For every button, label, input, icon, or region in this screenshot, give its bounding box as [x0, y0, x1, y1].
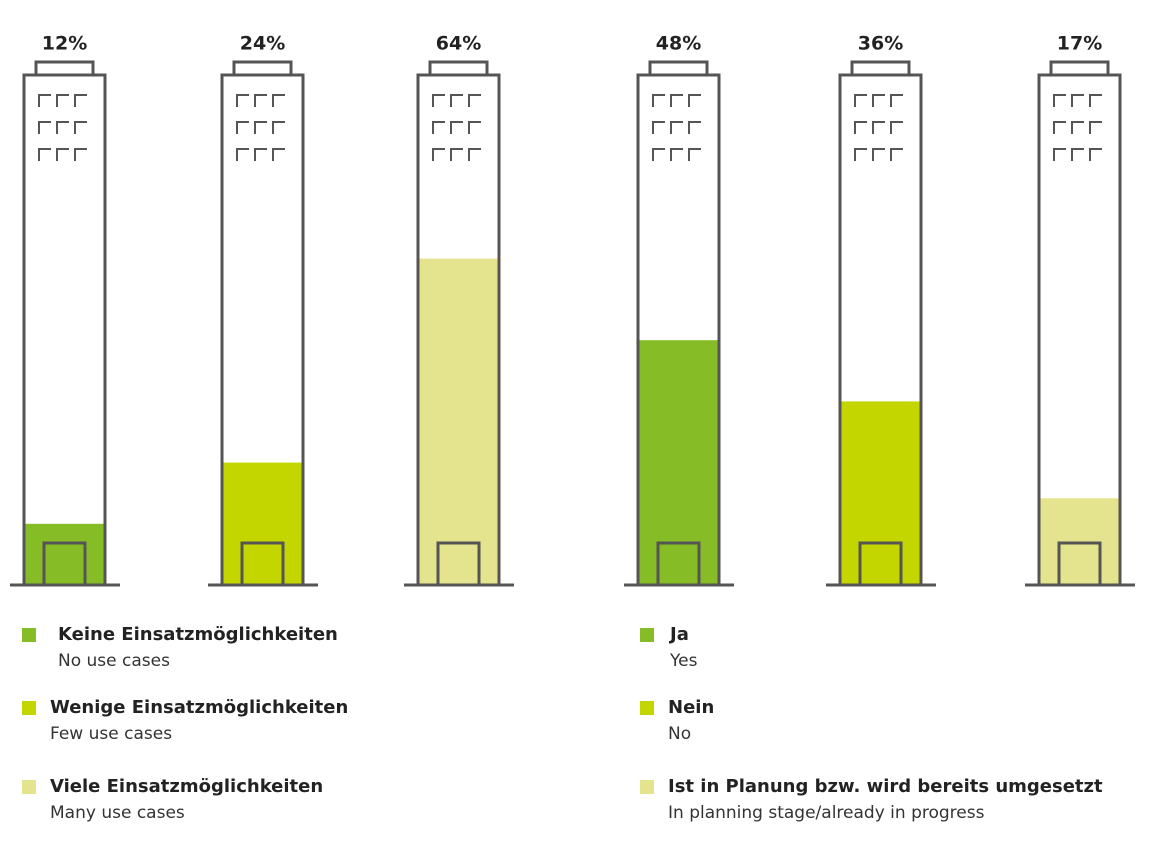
window [652, 148, 665, 161]
window [450, 148, 463, 161]
window [432, 148, 445, 161]
window [272, 94, 285, 107]
window [872, 121, 885, 134]
window [890, 121, 903, 134]
window [1071, 148, 1084, 161]
legend-subtitle: Many use cases [50, 803, 185, 823]
window [236, 121, 249, 134]
window [652, 121, 665, 134]
value-label: 48% [656, 33, 701, 55]
window [38, 148, 51, 161]
window [254, 121, 267, 134]
window [670, 94, 683, 107]
value-label: 36% [858, 33, 903, 55]
window [854, 121, 867, 134]
window [872, 94, 885, 107]
window [56, 148, 69, 161]
legend-subtitle: No use cases [58, 651, 170, 671]
window [872, 148, 885, 161]
window [236, 94, 249, 107]
building-fill [24, 523, 105, 585]
window [670, 121, 683, 134]
legend-name: Wenige Einsatzmöglichkeiten [50, 697, 348, 718]
value-label: 17% [1057, 33, 1102, 55]
building-fill [840, 401, 921, 585]
building-body [22, 73, 107, 587]
window [1053, 121, 1066, 134]
window [1089, 148, 1102, 161]
window [652, 94, 665, 107]
window [890, 94, 903, 107]
legend-name: Keine Einsatzmöglichkeiten [58, 624, 338, 645]
legend-subtitle: Few use cases [50, 724, 172, 744]
window [688, 94, 701, 107]
window [468, 121, 481, 134]
building-fill [418, 258, 499, 585]
window [74, 148, 87, 161]
window [890, 148, 903, 161]
window [670, 148, 683, 161]
window [38, 94, 51, 107]
window [56, 121, 69, 134]
building-roof [648, 60, 709, 77]
window [432, 121, 445, 134]
value-label: 24% [240, 33, 285, 55]
legend-name: Ja [668, 624, 689, 645]
legend-swatch [22, 701, 36, 715]
building-roof [428, 60, 489, 77]
window [450, 94, 463, 107]
building-fill [222, 462, 303, 585]
legend-swatch [22, 628, 36, 642]
window [254, 94, 267, 107]
legend-name: Ist in Planung bzw. wird bereits umgeset… [668, 776, 1103, 797]
window [468, 94, 481, 107]
building-roof [34, 60, 95, 77]
window [74, 121, 87, 134]
window [450, 121, 463, 134]
value-label: 64% [436, 33, 481, 55]
window [38, 121, 51, 134]
window [1071, 121, 1084, 134]
legend-swatch [640, 628, 654, 642]
window [468, 148, 481, 161]
window [272, 148, 285, 161]
legend-subtitle: Yes [669, 651, 698, 671]
window [432, 94, 445, 107]
legend-subtitle: No [668, 724, 691, 744]
window [1089, 94, 1102, 107]
window [1071, 94, 1084, 107]
window [1089, 121, 1102, 134]
window [56, 94, 69, 107]
window [688, 148, 701, 161]
building-roof [232, 60, 293, 77]
legend-swatch [640, 780, 654, 794]
legend-swatch [640, 701, 654, 715]
window [1053, 148, 1066, 161]
legend-swatch [22, 780, 36, 794]
value-label: 12% [42, 33, 87, 55]
window [236, 148, 249, 161]
legend-subtitle: In planning stage/already in progress [668, 803, 985, 823]
building-roof [1049, 60, 1110, 77]
legend-name: Viele Einsatzmöglichkeiten [50, 776, 323, 797]
building-roof [850, 60, 911, 77]
building-fill [638, 340, 719, 585]
window [272, 121, 285, 134]
legend-name: Nein [668, 697, 714, 718]
window [1053, 94, 1066, 107]
window [74, 94, 87, 107]
window [254, 148, 267, 161]
window [688, 121, 701, 134]
window [854, 148, 867, 161]
window [854, 94, 867, 107]
